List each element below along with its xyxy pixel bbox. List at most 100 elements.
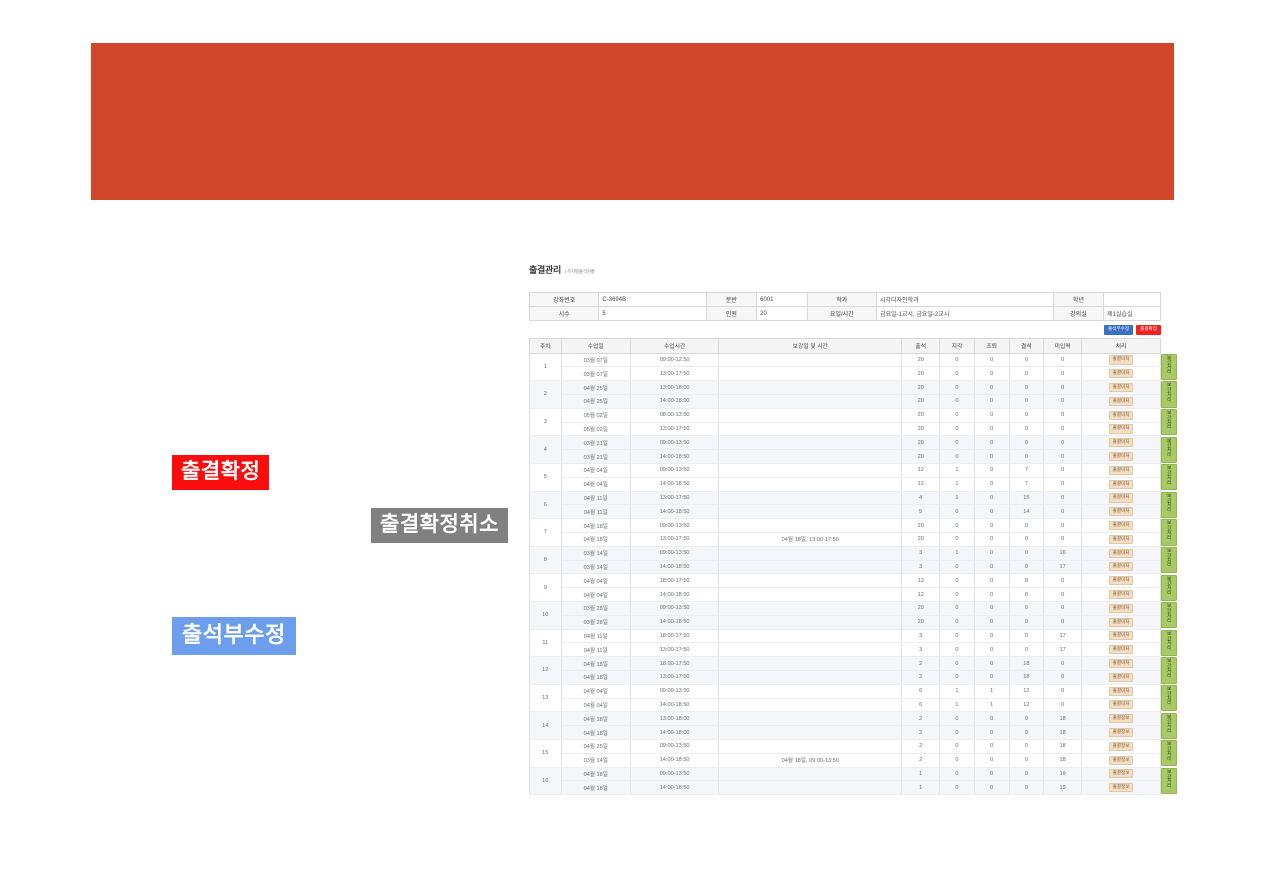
makeup-process-button[interactable]: 보강처리 [1160,740,1178,767]
cell-class-time: 13:00-17:50 [629,491,720,506]
cell-class-time: 09:00-13:50 [629,739,720,754]
callout-attendance-confirm-cancel: 출결확정취소 [371,508,508,543]
cell-makeup [718,491,903,506]
table-row: 3 05월 02일 08:00-13:50 20 0 0 0 0 출결미처 보강처리 [529,408,1178,437]
cell-class-date: 03월 28일 [560,615,631,630]
col-absent: 결석 [1008,337,1045,354]
cell-early: 0 [973,463,1010,478]
table-row: 05월 02일 13:00-17:50 20 0 0 0 0 출결미처 [530,422,1161,437]
cell-status: 출결미처 [1081,353,1161,368]
makeup-process-button[interactable]: 보강처리 [1160,519,1178,546]
cell-absent: 0 [1008,380,1045,395]
cell-present: 12 [901,477,941,492]
page-header: 출결관리 / 주차별출석현황 [529,262,1161,276]
cell-week: 13 [529,684,562,713]
cell-makeup [718,449,903,464]
cell-class-date: 04월 25일 [560,739,631,754]
cell-not-entered: 18 [1043,739,1083,754]
edit-roll-book-button[interactable]: 출석부수정 [1103,325,1134,335]
status-badge: 출결미처 [1108,534,1134,544]
cell-early: 0 [973,380,1010,395]
cell-present: 12 [901,587,941,602]
cell-makeup [718,739,903,754]
cell-late: 0 [939,767,975,782]
cell-class-date: 03월 07일 [560,353,631,368]
cell-present: 3 [901,546,941,561]
col-date: 수업일 [560,337,631,354]
cell-present: 12 [901,573,941,589]
makeup-process-button[interactable]: 보강처리 [1160,546,1178,574]
value-course-no: C-3694B [598,292,707,307]
cell-makeup: 04월 18일, 13:00-17:50 [718,532,903,547]
makeup-process-button[interactable]: 보강처리 [1160,767,1178,794]
cell-makeup [718,435,903,451]
cell-present: 12 [901,463,941,478]
table-row: 4 03월 21일 09:00-13:50 20 0 0 0 0 출결미처 보강처리 [529,435,1178,464]
col-week: 주차 [529,337,562,354]
makeup-process-button[interactable]: 보강처리 [1160,436,1178,463]
makeup-process-button[interactable]: 보강처리 [1160,381,1178,408]
table-row: 2 04월 25일 13:00-18:00 20 0 0 0 0 출결미처 보강처리 [529,380,1178,409]
cell-present: 20 [901,353,941,368]
cell-early: 0 [973,394,1010,409]
cell-week: 9 [529,573,562,602]
makeup-process-button[interactable]: 보강처리 [1160,657,1178,684]
cell-status: 출결미처 [1081,504,1161,520]
makeup-process-button[interactable]: 보강처리 [1160,574,1178,601]
cell-class-time: 14:00-18:50 [629,587,720,602]
cell-not-entered: 0 [1043,698,1083,713]
table-row: 14 04월 18일 13:00-18:00 2 0 0 0 18 출결정보 보강처리 [529,711,1178,740]
cell-present: 20 [901,615,941,630]
cell-not-entered: 17 [1043,629,1083,644]
cell-makeup [718,656,903,671]
cell-makeup [718,698,903,713]
cell-absent: 18 [1008,670,1045,685]
cell-late: 0 [939,780,975,796]
cell-status: 출결미처 [1081,684,1161,699]
cell-class-date: 04월 11일 [560,491,631,506]
makeup-process-button[interactable]: 보강처리 [1160,464,1178,491]
makeup-process-button[interactable]: 보강처리 [1160,491,1178,518]
cell-early: 0 [973,546,1010,561]
cell-not-entered: 0 [1043,656,1083,671]
cell-present: 20 [901,366,941,382]
cell-class-time: 14:00-18:50 [629,698,720,713]
cell-late: 0 [939,394,975,409]
table-row: 04월 04일 14:00-18:50 12 0 0 8 0 출결미처 [530,587,1161,602]
makeup-process-button[interactable]: 보강처리 [1160,629,1178,656]
makeup-process-button[interactable]: 보강처리 [1160,353,1178,380]
makeup-process-button[interactable]: 보강처리 [1160,712,1178,739]
cell-late: 0 [939,601,975,616]
col-present: 출석 [901,337,941,354]
cell-week: 10 [529,601,562,630]
cell-not-entered: 0 [1043,477,1083,492]
cell-not-entered: 0 [1043,380,1083,395]
cell-week: 15 [529,739,562,768]
cell-makeup [718,587,903,602]
cell-status: 출결미처 [1081,615,1161,630]
status-badge: 출결미처 [1108,562,1134,572]
status-badge: 출결정보 [1108,755,1134,765]
value-department: 시각디자인학과 [876,292,1054,307]
cell-class-time: 13:00-17:50 [629,366,720,382]
cell-makeup [718,422,903,437]
cell-makeup [718,573,903,589]
cell-absent: 7 [1008,477,1045,492]
cell-makeup [718,711,903,727]
cell-late: 0 [939,449,975,464]
cell-makeup [718,366,903,382]
makeup-process-button[interactable]: 보강처리 [1160,408,1178,436]
confirm-attendance-button[interactable]: 출결확정 [1136,325,1161,335]
status-badge: 출결정보 [1108,727,1134,738]
cell-class-date: 03월 14일 [560,546,631,561]
cell-late: 0 [939,615,975,630]
makeup-process-button[interactable]: 보강처리 [1160,602,1178,629]
cell-status: 출결미처 [1081,380,1161,395]
makeup-process-button[interactable]: 보강처리 [1160,684,1178,712]
cell-absent: 14 [1008,504,1045,520]
cell-absent: 0 [1008,435,1045,451]
cell-status: 출결미처 [1081,573,1161,589]
cell-absent: 8 [1008,587,1045,602]
value-division: 6001 [756,292,808,307]
cell-present: 3 [901,560,941,575]
